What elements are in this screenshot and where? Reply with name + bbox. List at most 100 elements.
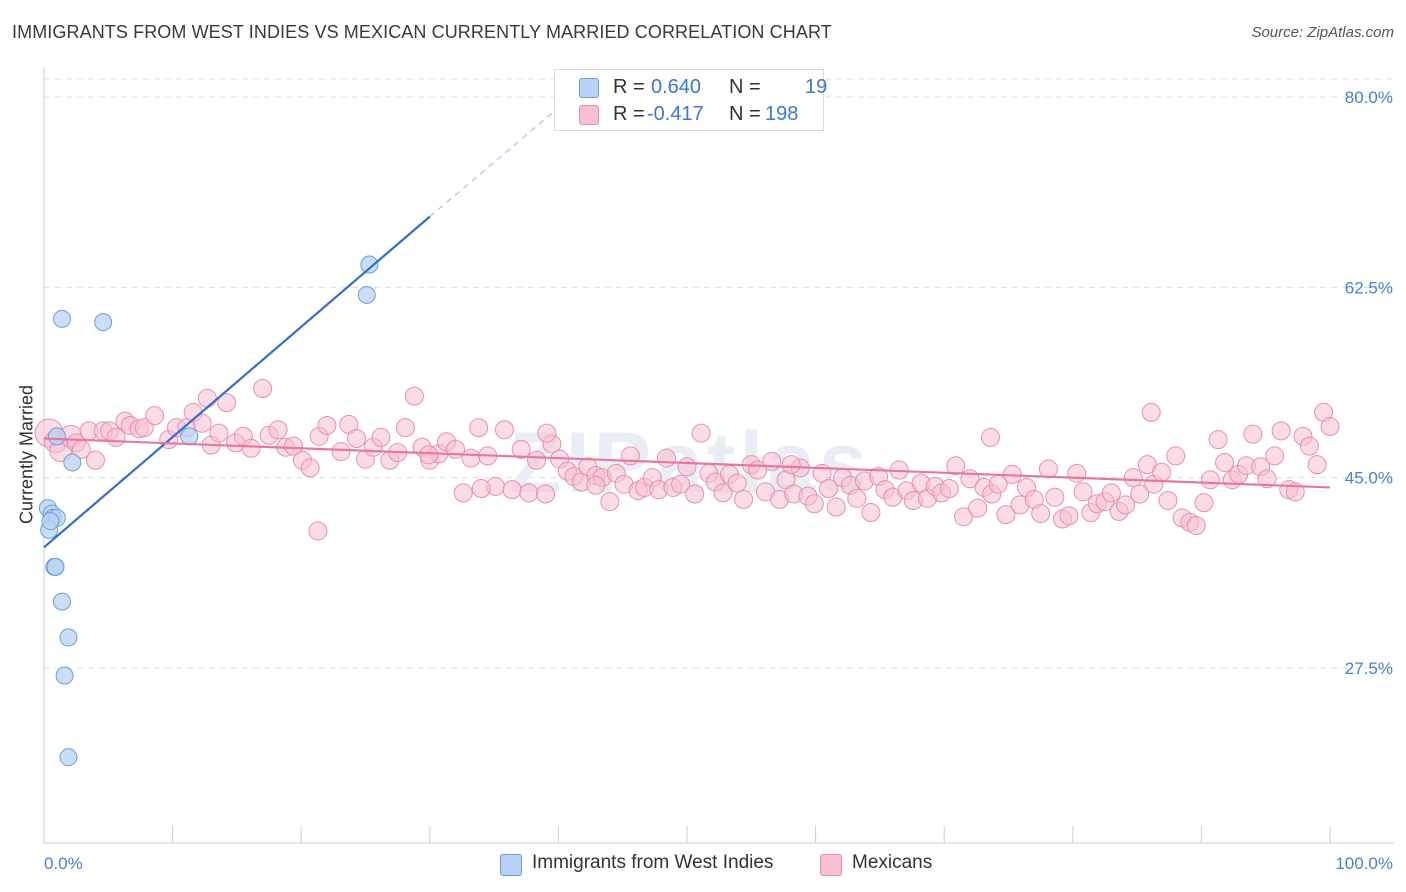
mexicans-swatch — [579, 105, 599, 125]
mexicans-point — [1307, 455, 1327, 475]
mexicans-point — [502, 480, 522, 500]
mexicans-point — [691, 423, 711, 443]
west-indies-point — [46, 557, 65, 576]
mexicans-point — [968, 498, 988, 518]
x-tick-label: 100.0% — [1335, 854, 1393, 873]
mexicans-point — [1243, 424, 1263, 444]
mexicans-point — [953, 507, 973, 527]
west-indies-point — [59, 748, 78, 767]
mexicans-point — [300, 458, 320, 478]
mexicans-point — [471, 479, 491, 499]
mexicans-point — [1116, 495, 1136, 515]
west-indies-trend-extension — [429, 96, 572, 218]
mexicans-point — [1038, 459, 1058, 479]
mexicans-point — [1257, 469, 1277, 489]
mexicans-point — [1073, 482, 1093, 502]
mexicans-point — [494, 420, 514, 440]
mexicans-point — [106, 427, 126, 447]
legend-label: Mexicans — [852, 852, 933, 873]
mexicans-point — [1200, 470, 1220, 490]
mexicans-point — [209, 423, 229, 443]
mexicans-point — [404, 386, 424, 406]
mexicans-point — [734, 489, 754, 509]
mexicans-point — [1152, 462, 1172, 482]
mexicans-point — [1186, 516, 1206, 536]
mexicans-point — [1101, 483, 1121, 503]
y-tick-label: 62.5% — [1345, 278, 1393, 297]
mexicans-point — [826, 497, 846, 517]
mexicans-point — [85, 450, 105, 470]
west-indies-point — [357, 285, 376, 304]
west-indies-point — [63, 453, 82, 472]
mexicans-point — [685, 484, 705, 504]
stats-row-west-indies: R = 0.640 N = 19 — [555, 74, 827, 100]
mexicans-point — [677, 457, 697, 477]
r-label: R = — [613, 76, 645, 98]
mexicans-point — [939, 479, 959, 499]
mexicans-point — [781, 455, 801, 475]
mexicans-point — [253, 378, 273, 398]
mexicans-point — [1194, 493, 1214, 513]
axes — [43, 68, 1394, 844]
n-label: N = — [729, 76, 761, 98]
mexicans-point — [847, 488, 867, 508]
west-indies-point — [55, 666, 74, 685]
west-indies-point — [53, 592, 72, 611]
mexicans-point — [469, 418, 489, 438]
stats-legend: R = 0.640 N = 19 R = -0.417 N = 198 — [554, 69, 827, 131]
mexicans-point — [241, 438, 261, 458]
y-tick-label: 80.0% — [1345, 88, 1393, 107]
r-value: 0.640 — [651, 76, 702, 98]
mexicans-point — [1265, 446, 1285, 466]
mexicans-point — [804, 494, 824, 514]
mexicans-point — [1166, 446, 1186, 466]
mexicans-point — [946, 456, 966, 476]
west-indies-point — [94, 313, 113, 332]
mexicans-point — [419, 445, 439, 465]
mexicans-point — [217, 393, 237, 413]
mexicans-point — [620, 446, 640, 466]
mexicans-point — [1045, 487, 1065, 507]
mexicans-point — [1031, 504, 1051, 524]
mexicans-point — [1320, 417, 1340, 437]
mexicans-point — [395, 418, 415, 438]
west-indies-point — [47, 427, 66, 446]
mexicans-point — [1067, 463, 1087, 483]
mexicans-point — [527, 450, 547, 470]
mexicans-point — [536, 484, 556, 504]
x-tick-label: 0.0% — [44, 854, 83, 873]
mexicans-point — [671, 474, 691, 494]
y-tick-label: 45.0% — [1345, 469, 1393, 488]
mexicans-point — [197, 388, 217, 408]
mexicans-point — [283, 436, 303, 456]
r-label: R = — [613, 103, 645, 125]
mexicans-point — [268, 420, 288, 440]
r-value: -0.417 — [647, 103, 704, 125]
y-axis-label: Currently Married — [16, 384, 37, 525]
west-indies-point — [59, 628, 78, 647]
mexicans-point — [1141, 402, 1161, 422]
mexicans-point — [727, 473, 747, 493]
mexicans-point — [537, 423, 557, 443]
mexicans-point — [346, 429, 366, 449]
west-indies-point — [180, 427, 199, 446]
mexicans-point — [308, 521, 328, 541]
y-tick-label: 27.5% — [1345, 659, 1393, 678]
chart-title: IMMIGRANTS FROM WEST INDIES VS MEXICAN C… — [12, 22, 832, 42]
n-value: 19 — [805, 76, 828, 98]
n-label: N = — [729, 103, 761, 125]
mexicans-point — [371, 427, 391, 447]
mexicans-point — [1299, 436, 1319, 456]
mexicans-point — [1271, 421, 1291, 441]
mexicans-point — [453, 483, 473, 503]
mexicans-point — [762, 451, 782, 471]
chart-source: Source: ZipAtlas.com — [1251, 24, 1394, 41]
mexicans-point — [713, 483, 733, 503]
mexicans-swatch — [820, 854, 842, 876]
mexicans-point — [996, 505, 1016, 525]
trend-lines — [43, 96, 1331, 549]
west-indies-trend-line — [43, 215, 431, 549]
mexicans-point — [600, 492, 620, 512]
mexicans-point — [1130, 484, 1150, 504]
west-indies-swatch — [579, 78, 599, 98]
